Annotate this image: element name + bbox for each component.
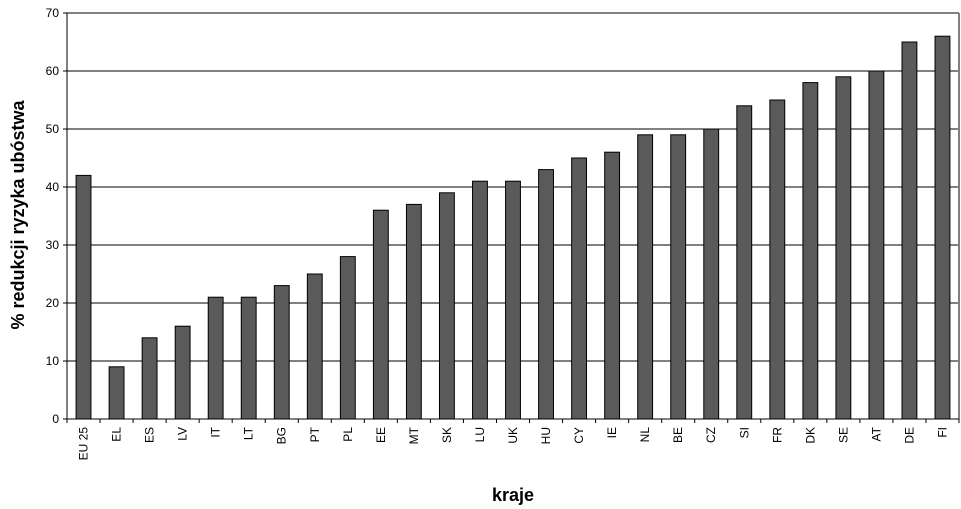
x-tick-label: NL	[638, 427, 652, 443]
y-tick-label: 10	[46, 354, 60, 368]
bar-se	[835, 76, 852, 420]
bar-nl	[637, 134, 654, 420]
bar-lt	[240, 296, 257, 420]
y-tick-label: 70	[46, 6, 60, 20]
x-tick-label: LV	[176, 427, 190, 441]
x-tick-label: CY	[572, 427, 586, 444]
bar-fr	[769, 99, 786, 420]
x-axis-title: kraje	[492, 485, 534, 505]
x-tick-label: FR	[770, 427, 784, 443]
x-tick-label: HU	[539, 427, 553, 444]
x-tick-label: PL	[341, 427, 355, 442]
x-tick-label: BE	[671, 427, 685, 443]
bar-de	[901, 41, 918, 420]
bar-pl	[339, 256, 356, 420]
x-tick-label: LU	[473, 427, 487, 442]
bar-fi	[934, 35, 951, 420]
bar-dk	[802, 82, 819, 420]
y-tick-label: 0	[52, 412, 59, 426]
x-tick-label: EU 25	[77, 427, 91, 461]
x-tick-label: EE	[374, 427, 388, 443]
y-tick-label: 30	[46, 238, 60, 252]
x-tick-label: IE	[605, 427, 619, 438]
bar-cy	[571, 157, 588, 420]
x-tick-label: SK	[440, 427, 454, 443]
x-tick-label: MT	[407, 426, 421, 444]
y-tick-label: 60	[46, 64, 60, 78]
bar-be	[670, 134, 687, 420]
x-tick-label: SI	[737, 427, 751, 438]
bar-at	[868, 70, 885, 420]
bar-mt	[405, 203, 422, 420]
bar-uk	[505, 180, 521, 420]
bar-ie	[604, 151, 621, 420]
bar-si	[736, 105, 753, 420]
y-tick-label: 40	[46, 180, 60, 194]
x-tick-label: FI	[935, 427, 949, 438]
bar-el	[108, 366, 125, 420]
y-axis-title: % redukcji ryzyka ubóstwa	[8, 99, 28, 329]
bar-sk	[438, 192, 455, 420]
bar-es	[141, 337, 158, 420]
x-tick-label: ES	[143, 427, 157, 443]
y-tick-label: 50	[46, 122, 60, 136]
y-tick-label: 20	[46, 296, 60, 310]
bar-pt	[306, 273, 323, 420]
bar-ee	[372, 209, 389, 420]
x-tick-label: UK	[506, 427, 520, 444]
x-tick-label: AT	[869, 426, 883, 441]
x-tick-label: DK	[803, 427, 817, 444]
bar-eu-25	[75, 174, 92, 420]
y-tick-labels: 0 10 20 30 40 50 60 70	[46, 6, 60, 426]
bar-hu	[538, 169, 554, 420]
bar-bg	[273, 285, 290, 420]
x-tick-label: LT	[242, 426, 256, 440]
bar-cz	[703, 128, 720, 420]
bar-it	[207, 296, 224, 420]
x-tick-label: SE	[836, 427, 850, 443]
x-tick-label: CZ	[704, 427, 718, 443]
axes	[63, 12, 960, 423]
x-tick-label: PT	[308, 426, 322, 442]
bar-lv	[174, 325, 191, 420]
x-tick-label: BG	[275, 427, 289, 444]
bar-lu	[472, 180, 488, 420]
x-tick-label: EL	[110, 427, 124, 442]
x-tick-labels: EU 25 EL ES LV IT LT BG PT PL EE MT SK LU UK HU CY IE NL B…	[77, 426, 950, 460]
x-tick-label: DE	[902, 427, 916, 444]
x-tick-label: IT	[209, 426, 223, 437]
bars	[75, 35, 951, 420]
